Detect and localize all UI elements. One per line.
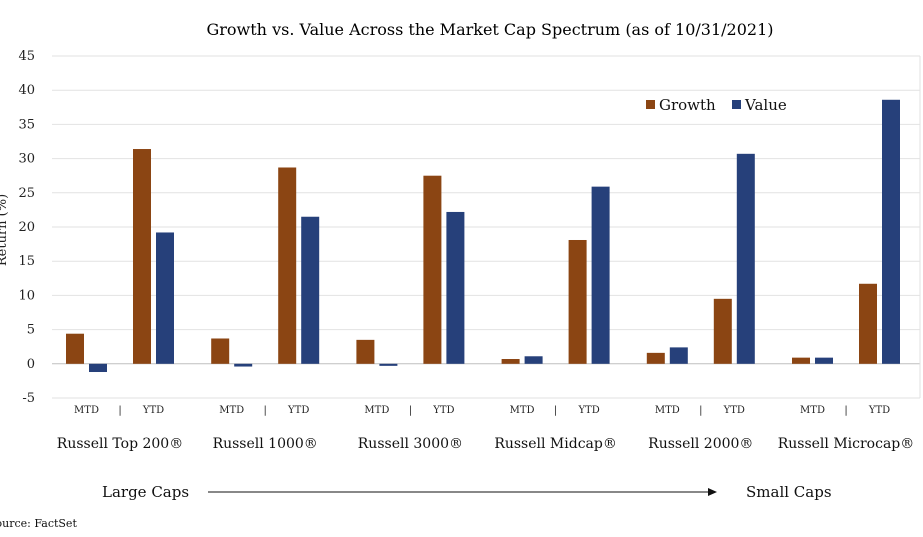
bar-value-mtd: [89, 363, 107, 373]
bar-growth-ytd: [133, 149, 151, 364]
bar-value-ytd: [156, 232, 174, 364]
period-label-mtd: MTD: [510, 405, 535, 416]
bar-value-mtd: [524, 356, 543, 364]
large-caps-label: Large Caps: [102, 483, 189, 501]
source-note: Source: FactSet: [0, 517, 77, 530]
period-label-mtd: MTD: [74, 405, 99, 416]
gridlines: [52, 55, 921, 399]
period-divider: |: [264, 405, 267, 416]
bar-growth-mtd: [792, 357, 810, 364]
bar-growth-mtd: [646, 352, 665, 364]
y-tick-label: 5: [27, 323, 35, 338]
y-tick-label: 25: [18, 186, 35, 201]
y-tick-label: 30: [18, 152, 35, 167]
bar-growth-mtd: [501, 359, 520, 364]
bar-growth-mtd: [66, 333, 84, 364]
bar-growth-ytd: [859, 283, 877, 364]
period-label-ytd: YTD: [287, 405, 309, 416]
period-divider: |: [118, 405, 121, 416]
bar-growth-ytd: [713, 298, 732, 364]
bar-value-ytd: [736, 153, 755, 364]
period-divider: |: [554, 405, 557, 416]
bar-growth-ytd: [423, 175, 442, 364]
period-divider: |: [409, 405, 412, 416]
y-tick-label: 20: [18, 220, 35, 235]
period-label-mtd: MTD: [655, 405, 680, 416]
category-label: Russell 2000®: [648, 436, 753, 452]
legend-label-value: Value: [744, 96, 787, 114]
period-label-mtd: MTD: [364, 405, 389, 416]
period-divider: |: [699, 405, 702, 416]
y-tick-label: 10: [18, 288, 35, 303]
y-axis-ticks: -5 0 5 10 15 20 25 30 35 40 45: [18, 49, 35, 406]
bar-value-ytd: [882, 99, 900, 364]
bar-value-mtd: [669, 347, 688, 364]
bar-growth-mtd: [211, 338, 230, 364]
category-label: Russell Midcap®: [494, 436, 617, 452]
period-label-mtd: MTD: [800, 405, 825, 416]
bar-value-mtd: [815, 357, 833, 364]
y-tick-label: 0: [27, 357, 35, 372]
category-label: Russell 3000®: [358, 436, 463, 452]
period-label-ytd: YTD: [868, 405, 890, 416]
chart-title: Growth vs. Value Across the Market Cap S…: [206, 20, 773, 39]
legend-label-growth: Growth: [659, 96, 716, 114]
bars: [66, 99, 900, 373]
y-tick-label: 40: [18, 83, 35, 98]
category-labels: Russell Top 200® Russell 1000® Russell 300…: [57, 436, 914, 452]
y-tick-label: 35: [18, 117, 35, 132]
y-tick-label: -5: [22, 391, 35, 406]
period-label-ytd: YTD: [142, 405, 164, 416]
period-labels: MTD | YTD MTD | YTD MTD | YTD MTD | YTD MTD | YTD MTD | Y…: [74, 405, 890, 416]
bar-value-ytd: [301, 216, 320, 364]
legend-swatch-value: [732, 100, 741, 109]
bar-value-mtd: [234, 363, 253, 367]
category-label: Russell Top 200®: [57, 436, 183, 452]
arrow-head-icon: [708, 488, 717, 496]
category-label: Russell 1000®: [213, 436, 318, 452]
bar-value-ytd: [446, 211, 465, 364]
bar-growth-ytd: [278, 167, 297, 364]
y-tick-label: 15: [18, 254, 35, 269]
bar-value-mtd: [379, 363, 398, 366]
bar-growth-mtd: [356, 339, 375, 364]
y-axis-label: Return (%): [0, 194, 10, 266]
bar-value-ytd: [591, 186, 610, 364]
period-label-ytd: YTD: [723, 405, 745, 416]
period-label-mtd: MTD: [219, 405, 244, 416]
y-tick-label: 45: [18, 49, 35, 64]
bar-growth-ytd: [568, 239, 587, 364]
period-label-ytd: YTD: [577, 405, 599, 416]
small-caps-label: Small Caps: [746, 483, 832, 501]
legend-swatch-growth: [646, 100, 655, 109]
period-divider: |: [844, 405, 847, 416]
period-label-ytd: YTD: [432, 405, 454, 416]
legend: Growth Value: [646, 96, 787, 114]
category-label: Russell Microcap®: [778, 436, 915, 452]
